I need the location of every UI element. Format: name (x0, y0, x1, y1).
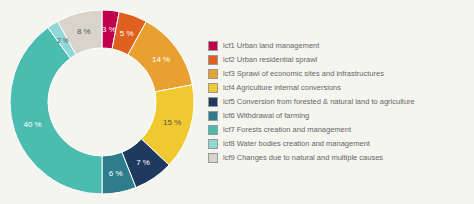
html-text:lcf4 Agriculture internal conv: lcf4 Agriculture internal conversions (223, 83, 341, 92)
html-text:lcf7 Forests creation and mana: lcf7 Forests creation and management (223, 125, 351, 134)
svg-text:6 %: 6 % (109, 169, 123, 178)
svg-text:7 %: 7 % (136, 158, 150, 167)
svg-text:3 %: 3 % (102, 25, 116, 34)
html-text:lcf2 Urban residential sprawl: lcf2 Urban residential sprawl (223, 55, 318, 64)
svg-text:5 %: 5 % (120, 29, 134, 38)
svg-text:14 %: 14 % (152, 55, 170, 64)
html-text:lcf9 Changes due to natural an: lcf9 Changes due to natural and multiple… (223, 153, 384, 162)
html-text:lcf5 Conversion from forested: lcf5 Conversion from forested & natural … (223, 97, 415, 106)
svg-text:15 %: 15 % (163, 118, 181, 127)
html-text:lcf8 Water bodies creation and: lcf8 Water bodies creation and managemen… (223, 139, 370, 148)
svg-text:8 %: 8 % (77, 27, 91, 36)
svg-text:2 %: 2 % (57, 37, 68, 44)
html-text:lcf1 Urban land management: lcf1 Urban land management (223, 41, 320, 50)
svg-text:40 %: 40 % (23, 120, 41, 129)
html-text:lcf6 Withdrawal of farming: lcf6 Withdrawal of farming (223, 111, 310, 120)
html-text:lcf3 Sprawl of economic sites: lcf3 Sprawl of economic sites and infras… (223, 69, 384, 78)
